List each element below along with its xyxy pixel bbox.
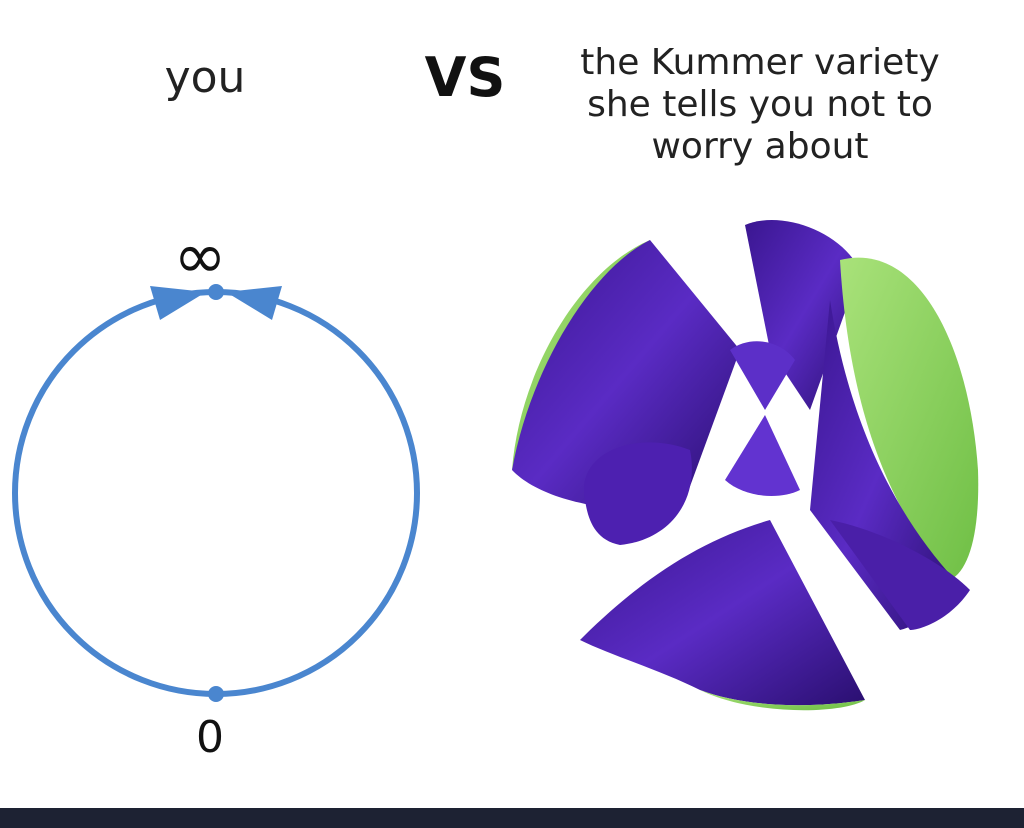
kummer-surface-image [512, 220, 979, 711]
purple-cone-right-lower [830, 520, 970, 630]
label-zero: 0 [196, 712, 224, 760]
caption-you: you [164, 52, 246, 103]
left-arrowhead-icon [150, 286, 206, 320]
purple-cone-center-upper [730, 341, 795, 410]
green-lobe-right [840, 257, 979, 580]
projective-circle [12, 289, 420, 697]
right-arrowhead-icon [226, 286, 282, 320]
purple-cone-bottom [580, 520, 865, 706]
label-infinity: ∞ [173, 220, 226, 294]
caption-vs: VS [424, 46, 506, 109]
purple-bulb-left [583, 442, 692, 545]
purple-cone-left [512, 240, 740, 509]
purple-cone-top [745, 220, 860, 410]
caption-kummer-line-2: she tells you not to [587, 84, 933, 125]
point-zero [208, 686, 224, 702]
caption-kummer-line-3: worry about [651, 126, 869, 167]
point-infinity [208, 284, 224, 300]
purple-cone-center-lower [725, 415, 800, 496]
caption-kummer-line-1: the Kummer variety [580, 42, 940, 83]
footer-bar [0, 808, 1024, 828]
meme-canvas: you VS the Kummer variety she tells you … [12, 42, 980, 760]
caption-kummer: the Kummer variety she tells you not to … [540, 42, 980, 168]
green-rim-bottom [700, 690, 865, 711]
projective-line-diagram: ∞ 0 [12, 220, 420, 760]
purple-cone-right [810, 300, 955, 630]
